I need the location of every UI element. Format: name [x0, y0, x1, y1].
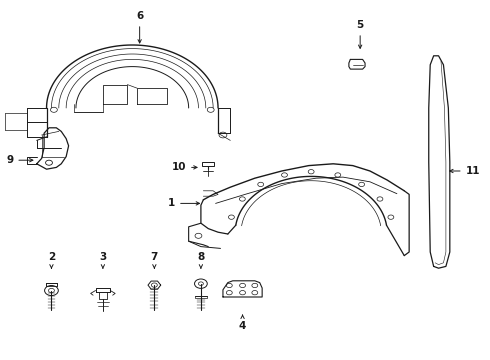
Text: 10: 10	[172, 162, 197, 172]
Text: 9: 9	[6, 155, 33, 165]
Text: 7: 7	[150, 252, 158, 268]
Text: 5: 5	[357, 20, 364, 48]
Text: 8: 8	[197, 252, 204, 268]
Bar	[202, 162, 214, 166]
Text: 6: 6	[136, 11, 143, 43]
Text: 1: 1	[168, 198, 199, 208]
Text: 4: 4	[239, 315, 246, 331]
Text: 3: 3	[99, 252, 106, 268]
Text: 2: 2	[48, 252, 55, 268]
Text: 11: 11	[450, 166, 480, 176]
